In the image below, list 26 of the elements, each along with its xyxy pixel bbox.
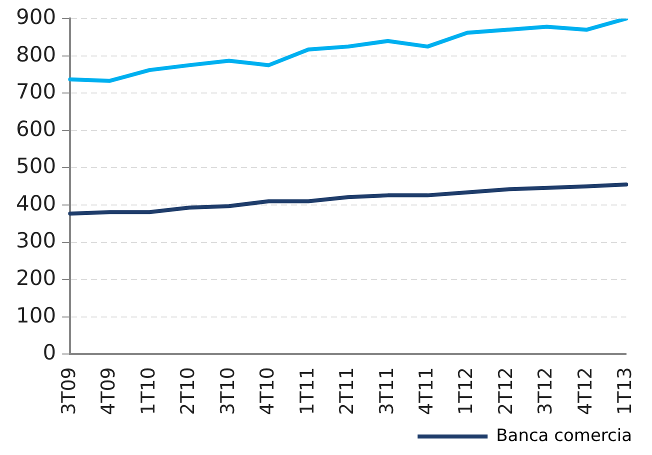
y-tick-label: 500 [16,154,56,178]
y-tick-label: 800 [16,42,56,66]
legend-label: Banca comercia [496,426,632,446]
y-tick-label: 0 [42,340,56,365]
x-tick-label: 3T11 [376,367,398,416]
x-tick-label: 4T09 [98,367,120,416]
x-tick-label: 2T11 [336,367,358,416]
x-tick-label: 1T13 [614,367,636,416]
x-tick-label: 3T12 [534,367,557,416]
y-tick-label: 600 [16,116,56,141]
y-tick-label: 300 [16,228,56,253]
x-tick-label: 2T10 [177,367,200,416]
x-tick-label: 2T12 [494,367,517,416]
x-tick-label: 4T12 [574,367,596,416]
x-tick-label: 3T10 [216,367,239,416]
x-tick-label: 1T10 [137,367,160,416]
y-tick-label: 200 [16,266,56,290]
x-tick-label: 1T11 [296,367,318,416]
y-tick-label: 400 [16,191,56,216]
y-tick-label: 700 [16,80,56,104]
x-tick-label: 4T11 [416,367,438,416]
x-tick-label: 4T10 [256,367,279,416]
x-tick-label: 3T09 [58,367,80,416]
x-tick-label: 1T12 [455,367,478,416]
y-tick-label: 900 [16,5,56,30]
y-tick-label: 100 [16,303,56,328]
